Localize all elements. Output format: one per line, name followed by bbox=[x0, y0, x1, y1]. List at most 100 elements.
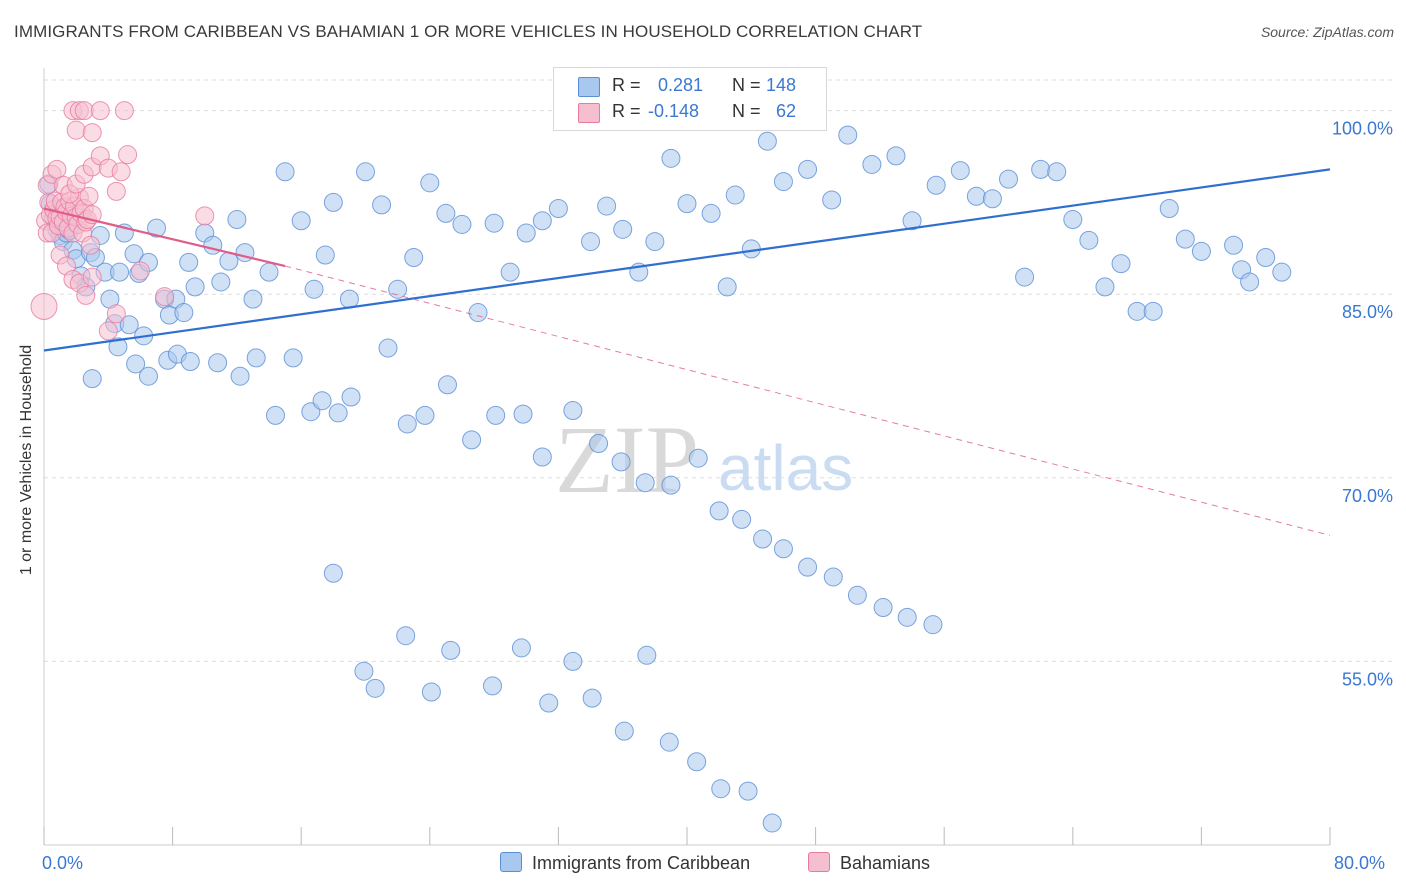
caribbean-point bbox=[484, 213, 504, 233]
caribbean-point bbox=[372, 195, 392, 215]
caribbean-point bbox=[119, 315, 139, 335]
caribbean-point bbox=[950, 161, 970, 181]
caribbean-point bbox=[1143, 301, 1163, 321]
bahamian-point bbox=[195, 206, 215, 226]
caribbean-point bbox=[798, 159, 818, 179]
legend-r-label: R = bbox=[612, 75, 641, 95]
bahamian-point bbox=[90, 101, 110, 121]
caribbean-point bbox=[1031, 159, 1051, 179]
caribbean-point bbox=[486, 405, 506, 425]
legend-r-value: 0.281 bbox=[658, 75, 704, 95]
bottom-legend-swatch-bahamians bbox=[808, 852, 830, 872]
bottom-legend-bahamians: Bahamians bbox=[808, 852, 930, 874]
caribbean-point bbox=[1127, 301, 1147, 321]
bahamian-point bbox=[79, 186, 99, 206]
caribbean-point bbox=[246, 348, 266, 368]
caribbean-point bbox=[1175, 229, 1195, 249]
caribbean-point bbox=[108, 337, 128, 357]
caribbean-point bbox=[339, 289, 359, 309]
caribbean-point bbox=[823, 567, 843, 587]
caribbean-point bbox=[982, 189, 1002, 209]
caribbean-trendline bbox=[43, 168, 1331, 352]
y-tick-label: 70.0% bbox=[1342, 486, 1393, 506]
caribbean-point bbox=[966, 186, 986, 206]
y-axis-label: 1 or more Vehicles in Household bbox=[18, 344, 35, 576]
bahamian-point bbox=[111, 162, 131, 182]
bahamian-point bbox=[114, 101, 134, 121]
caribbean-point bbox=[179, 252, 199, 272]
caribbean-point bbox=[230, 366, 250, 386]
caribbean-point bbox=[687, 752, 707, 772]
caribbean-point bbox=[613, 219, 633, 239]
legend-swatch-caribbean bbox=[578, 77, 600, 97]
y-tick-label: 100.0% bbox=[1332, 119, 1393, 139]
caribbean-point bbox=[532, 447, 552, 467]
caribbean-point bbox=[717, 277, 737, 297]
caribbean-point bbox=[1111, 254, 1131, 274]
caribbean-point bbox=[725, 185, 745, 205]
caribbean-point bbox=[732, 509, 752, 529]
caribbean-point bbox=[773, 539, 793, 559]
caribbean-point bbox=[597, 196, 617, 216]
caribbean-point bbox=[677, 194, 697, 214]
caribbean-point bbox=[511, 638, 531, 658]
caribbean-point bbox=[124, 244, 144, 264]
caribbean-point bbox=[1095, 277, 1115, 297]
caribbean-point bbox=[211, 272, 231, 292]
caribbean-point bbox=[762, 813, 782, 833]
watermark-atlas: atlas bbox=[718, 432, 853, 504]
caribbean-point bbox=[397, 414, 417, 434]
caribbean-point bbox=[1224, 235, 1244, 255]
caribbean-point bbox=[452, 214, 472, 234]
y-tick-label: 55.0% bbox=[1342, 669, 1393, 689]
caribbean-point bbox=[1047, 162, 1067, 182]
caribbean-point bbox=[323, 563, 343, 583]
bahamian-point bbox=[82, 123, 102, 143]
caribbean-point bbox=[420, 173, 440, 193]
caribbean-point bbox=[404, 247, 424, 267]
bahamian-point bbox=[130, 261, 150, 281]
caribbean-point bbox=[185, 277, 205, 297]
legend-n-value: 148 bbox=[766, 75, 797, 95]
bahamian-point bbox=[76, 285, 96, 305]
caribbean-point bbox=[415, 405, 435, 425]
caribbean-point bbox=[462, 430, 482, 450]
bahamian-trendline bbox=[43, 207, 286, 268]
caribbean-point bbox=[227, 210, 247, 230]
caribbean-point bbox=[711, 779, 731, 799]
caribbean-point bbox=[341, 387, 361, 407]
legend-n-value: 62 bbox=[776, 101, 797, 121]
bahamian-point bbox=[106, 181, 126, 201]
legend-r-label: R = bbox=[612, 101, 641, 121]
caribbean-point bbox=[701, 203, 721, 223]
caribbean-point bbox=[753, 529, 773, 549]
caribbean-point bbox=[563, 400, 583, 420]
chart-title: IMMIGRANTS FROM CARIBBEAN VS BAHAMIAN 1 … bbox=[14, 22, 923, 41]
caribbean-point bbox=[563, 651, 583, 671]
caribbean-point bbox=[757, 131, 777, 151]
caribbean-point bbox=[1063, 210, 1083, 230]
caribbean-point bbox=[873, 598, 893, 618]
legend-swatch-bahamians bbox=[578, 103, 600, 123]
bottom-legend-label-bahamians: Bahamians bbox=[840, 853, 931, 873]
caribbean-point bbox=[661, 475, 681, 495]
caribbean-point bbox=[243, 289, 263, 309]
caribbean-point bbox=[548, 199, 568, 219]
caribbean-point bbox=[637, 645, 657, 665]
caribbean-point bbox=[365, 678, 385, 698]
caribbean-point bbox=[482, 676, 502, 696]
caribbean-point bbox=[862, 154, 882, 174]
caribbean-point bbox=[291, 211, 311, 231]
caribbean-point bbox=[897, 607, 917, 627]
caribbean-point bbox=[611, 452, 631, 472]
caribbean-point bbox=[436, 203, 456, 223]
caribbean-point bbox=[582, 688, 602, 708]
bahamian-point bbox=[47, 159, 67, 179]
caribbean-point bbox=[354, 661, 374, 681]
caribbean-point bbox=[923, 615, 943, 635]
caribbean-point bbox=[468, 303, 488, 323]
caribbean-point bbox=[635, 473, 655, 493]
caribbean-point bbox=[283, 348, 303, 368]
bahamian-point bbox=[155, 287, 175, 307]
